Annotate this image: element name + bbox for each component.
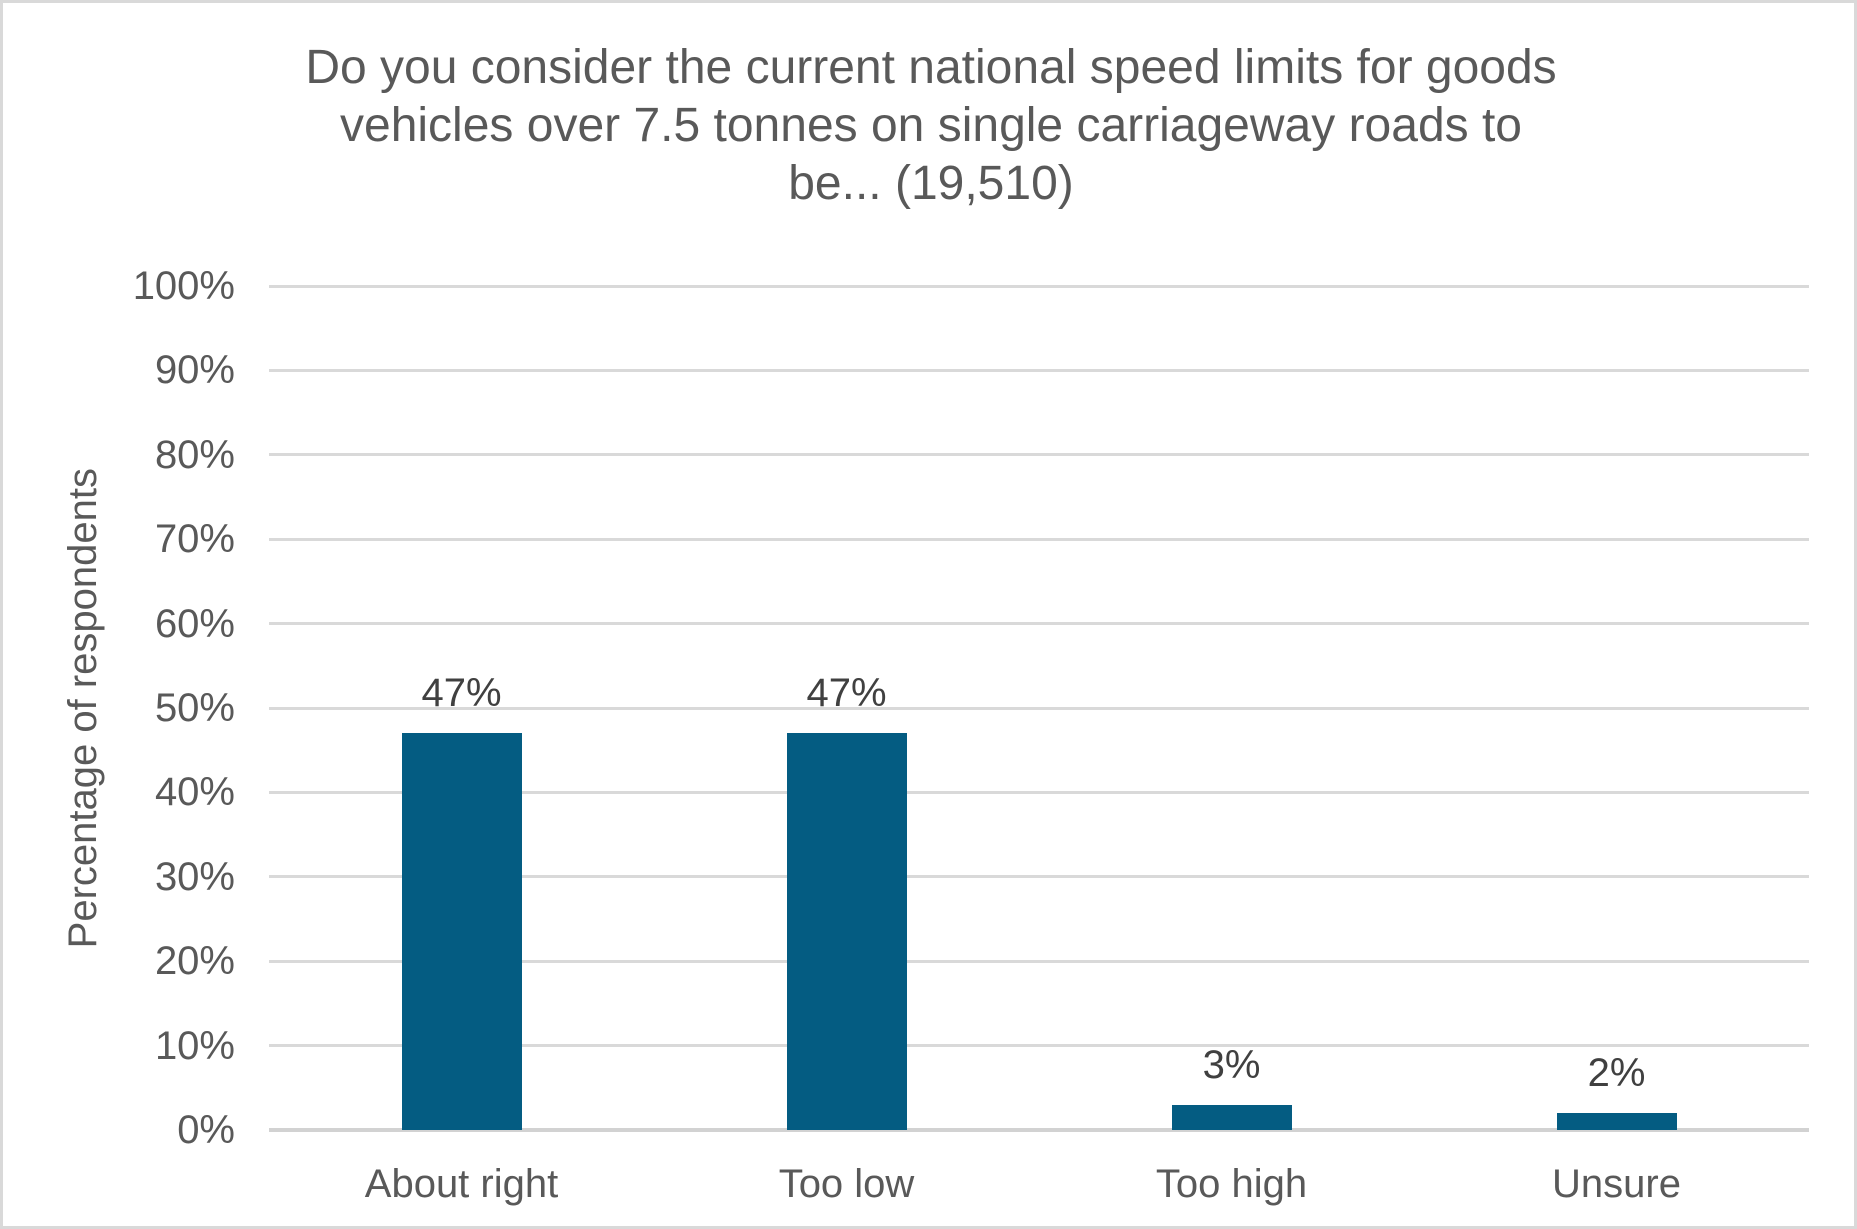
y-tick-label-40: 40% <box>154 770 235 815</box>
y-tick-label-30: 30% <box>154 854 235 899</box>
x-category-label-1: About right <box>364 1162 559 1206</box>
chart-title: Do you consider the current national spe… <box>151 39 1711 213</box>
bar-value-label-2: 47% <box>806 671 887 716</box>
bar-unsure <box>1556 1113 1677 1130</box>
bar-about-right <box>401 733 522 1130</box>
x-category-label-2: Too low <box>778 1162 915 1206</box>
x-category-label-4: Unsure <box>1552 1162 1681 1206</box>
bar-too-high <box>1171 1104 1292 1130</box>
gridline-30 <box>269 875 1809 879</box>
y-axis-tick-labels: 0% 10% 20% 30% 40% 50% 60% 70% 80% 90% 100% <box>33 264 235 1152</box>
y-tick-label-80: 80% <box>154 432 235 477</box>
chart-title-line-1: Do you consider the current national spe… <box>305 41 1557 94</box>
bar-value-label-4: 2% <box>1587 1051 1646 1096</box>
gridline-10 <box>269 1044 1809 1048</box>
y-tick-label-0: 0% <box>177 1108 235 1152</box>
gridline-70 <box>269 537 1809 541</box>
bar-value-label-1: 47% <box>421 671 502 716</box>
y-tick-label-100: 100% <box>132 264 235 308</box>
gridline-80 <box>269 453 1809 457</box>
y-tick-label-70: 70% <box>154 517 235 562</box>
y-tick-label-90: 90% <box>154 348 235 393</box>
x-axis-line <box>269 1128 1809 1132</box>
plot-area: 47% About right 47% Too low 3% Too high 2% Unsu… <box>269 284 1809 1206</box>
y-tick-label-20: 20% <box>154 939 235 984</box>
y-tick-label-50: 50% <box>154 686 235 730</box>
gridline-90 <box>269 368 1809 372</box>
chart-title-line-3: be... (19,510) <box>788 157 1074 210</box>
chart-title-line-2: vehicles over 7.5 tonnes on single carri… <box>340 99 1522 152</box>
bar-too-low <box>786 733 907 1130</box>
gridline-40 <box>269 790 1809 794</box>
y-tick-label-10: 10% <box>154 1023 235 1068</box>
gridline-20 <box>269 959 1809 963</box>
y-tick-label-60: 60% <box>154 601 235 646</box>
gridline-50 <box>269 706 1809 710</box>
bar-value-label-3: 3% <box>1202 1042 1261 1087</box>
gridline-60 <box>269 622 1809 626</box>
x-category-label-3: Too high <box>1155 1162 1308 1206</box>
gridline-100 <box>269 284 1809 288</box>
